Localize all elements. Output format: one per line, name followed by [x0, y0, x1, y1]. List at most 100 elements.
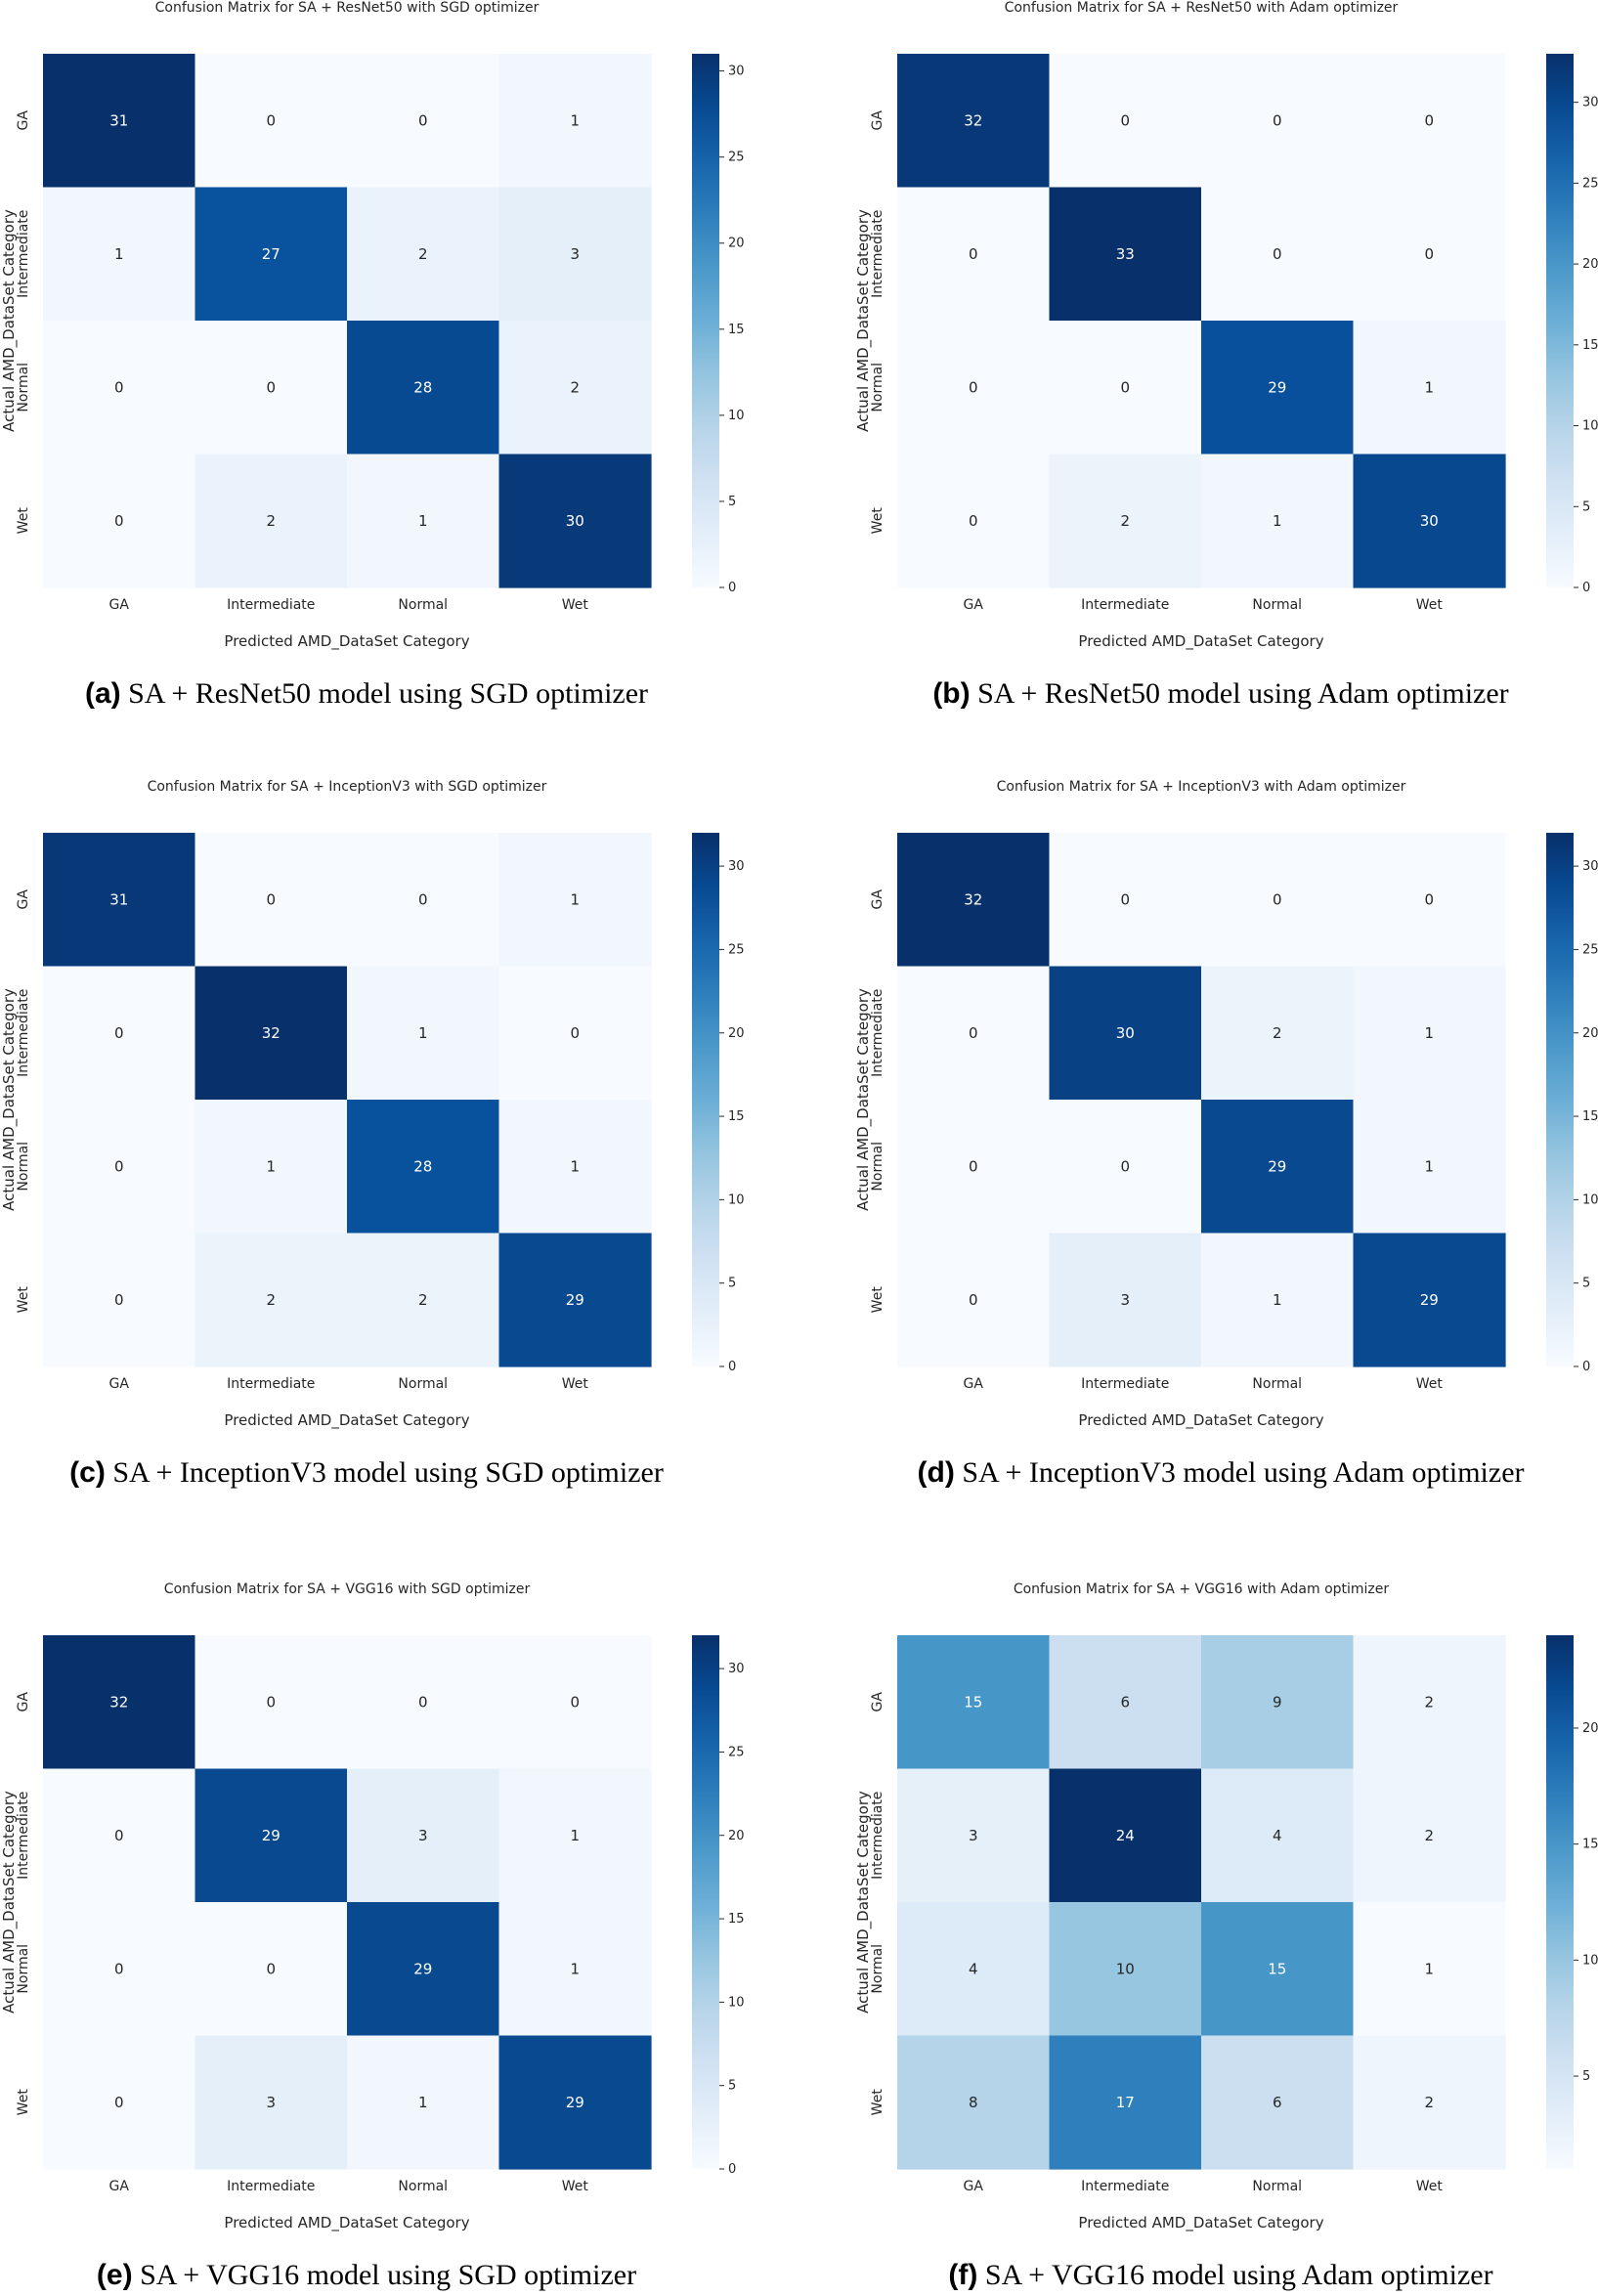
panel-caption: (c) SA + InceptionV3 model using SGD opt…	[69, 1456, 664, 1489]
cell-value-label: 0	[969, 1291, 978, 1309]
heatmap-cell	[43, 187, 196, 322]
colorbar-tick-label: 0	[1582, 581, 1590, 595]
y-tick-label: Wet	[870, 507, 885, 535]
panel-2: Confusion Matrix for SA + InceptionV3 wi…	[0, 779, 745, 1489]
heatmap-cell	[1201, 454, 1355, 588]
heatmap-cell	[347, 321, 500, 455]
cell-value-label: 0	[1273, 111, 1282, 129]
x-tick-label: Normal	[1252, 1376, 1302, 1392]
colorbar-tick-label: 15	[1582, 338, 1598, 353]
panel-5: Confusion Matrix for SA + VGG16 with Ada…	[854, 1581, 1598, 2291]
cell-value-label: 0	[570, 1693, 580, 1711]
cell-value-label: 1	[418, 512, 428, 530]
cell-value-label: 0	[266, 1693, 276, 1711]
cell-value-label: 0	[114, 1291, 124, 1309]
colorbar-tick-label: 30	[728, 1662, 745, 1676]
caption-text: SA + InceptionV3 model using Adam optimi…	[955, 1456, 1525, 1489]
panel-title: Confusion Matrix for SA + InceptionV3 wi…	[148, 779, 547, 795]
heatmap-cell	[194, 1768, 348, 1903]
cell-value-label: 10	[1116, 1960, 1135, 1977]
cell-value-label: 0	[1120, 111, 1130, 129]
cell-value-label: 1	[570, 1827, 580, 1844]
heatmap-cell	[498, 2035, 652, 2170]
y-axis-label: Actual AMD_DataSet Category	[0, 1791, 19, 2014]
panel-title: Confusion Matrix for SA + VGG16 with Ada…	[1014, 1581, 1390, 1597]
y-tick-label: Normal	[16, 1944, 31, 1994]
cell-value-label: 4	[1273, 1827, 1282, 1844]
x-tick-label: Intermediate	[1081, 2179, 1169, 2194]
cell-value-label: 27	[262, 245, 281, 263]
cell-value-label: 30	[1420, 512, 1439, 530]
cell-value-label: 0	[114, 1157, 124, 1175]
cell-value-label: 3	[266, 2094, 276, 2111]
colorbar	[1546, 833, 1574, 1366]
colorbar	[692, 1635, 719, 2169]
heatmap-cell	[1201, 321, 1355, 455]
cell-value-label: 29	[413, 1960, 432, 1977]
caption-text: SA + ResNet50 model using Adam optimizer	[971, 677, 1509, 710]
cell-value-label: 24	[1116, 1827, 1135, 1844]
heatmap-cell	[897, 1902, 1051, 2037]
heatmap-cell	[1049, 454, 1202, 588]
cell-value-label: 28	[413, 1157, 432, 1175]
cell-value-label: 0	[114, 1827, 124, 1844]
colorbar-tick-label: 25	[728, 1745, 745, 1759]
x-tick-label: Intermediate	[227, 597, 315, 613]
heatmap-cell	[1353, 1902, 1506, 2037]
x-tick-label: GA	[964, 2179, 984, 2194]
heatmap-cell	[194, 54, 348, 189]
heatmap-cell	[347, 1100, 500, 1235]
y-tick-label: Intermediate	[870, 1792, 885, 1880]
cell-value-label: 0	[114, 378, 124, 396]
cell-value-label: 0	[418, 890, 428, 908]
cell-value-label: 0	[114, 1960, 124, 1977]
caption-letter: (d)	[918, 1456, 955, 1489]
cell-value-label: 2	[1273, 1024, 1282, 1042]
cell-value-label: 0	[266, 1960, 276, 1977]
cell-value-label: 33	[1116, 245, 1135, 263]
heatmap-cell	[1353, 187, 1506, 322]
heatmap-cell	[1049, 1100, 1202, 1235]
colorbar-tick-label: 20	[1582, 1721, 1598, 1736]
cell-value-label: 1	[1424, 1024, 1434, 1042]
panel-caption: (a) SA + ResNet50 model using SGD optimi…	[85, 677, 648, 710]
caption-letter: (a)	[85, 677, 121, 710]
cell-value-label: 0	[114, 512, 124, 530]
colorbar-tick-label: 25	[728, 942, 745, 957]
heatmap-cell	[347, 454, 500, 588]
cell-value-label: 1	[1273, 1291, 1282, 1309]
y-tick-label: Wet	[870, 2089, 885, 2116]
heatmap-cell	[1049, 54, 1202, 189]
heatmap-cell	[1201, 187, 1355, 322]
colorbar-tick-label: 25	[728, 151, 745, 165]
heatmap-cell	[498, 833, 652, 968]
heatmap-cell	[1201, 1100, 1355, 1235]
x-axis-label: Predicted AMD_DataSet Category	[224, 1411, 469, 1430]
heatmap-cell	[498, 1635, 652, 1770]
cell-value-label: 1	[1424, 1960, 1434, 1977]
cell-value-label: 30	[1116, 1024, 1135, 1042]
heatmap-cell	[347, 1233, 500, 1367]
heatmap-cell	[897, 1100, 1051, 1235]
heatmap-cell	[1201, 2035, 1355, 2170]
cell-value-label: 0	[266, 378, 276, 396]
x-axis-label: Predicted AMD_DataSet Category	[1078, 2214, 1323, 2232]
y-tick-label: Wet	[16, 2089, 31, 2116]
colorbar-tick-label: 5	[728, 1277, 736, 1291]
heatmap-cell	[897, 54, 1051, 189]
colorbar-tick-label: 5	[1582, 1277, 1590, 1291]
heatmap-cell	[1353, 321, 1506, 455]
heatmap-cell	[498, 54, 652, 189]
heatmap-cell	[43, 1100, 196, 1235]
y-axis-label: Actual AMD_DataSet Category	[854, 209, 873, 432]
colorbar-tick-label: 0	[728, 2162, 736, 2177]
x-tick-label: Wet	[1416, 597, 1444, 613]
cell-value-label: 32	[964, 890, 982, 908]
x-tick-label: Normal	[398, 597, 448, 613]
panel-4: Confusion Matrix for SA + VGG16 with SGD…	[0, 1581, 745, 2291]
colorbar-tick-label: 5	[728, 2079, 736, 2094]
cell-value-label: 9	[1273, 1693, 1282, 1711]
cell-value-label: 4	[969, 1960, 978, 1977]
cell-value-label: 29	[1268, 1157, 1286, 1175]
caption-letter: (e)	[97, 2259, 133, 2291]
